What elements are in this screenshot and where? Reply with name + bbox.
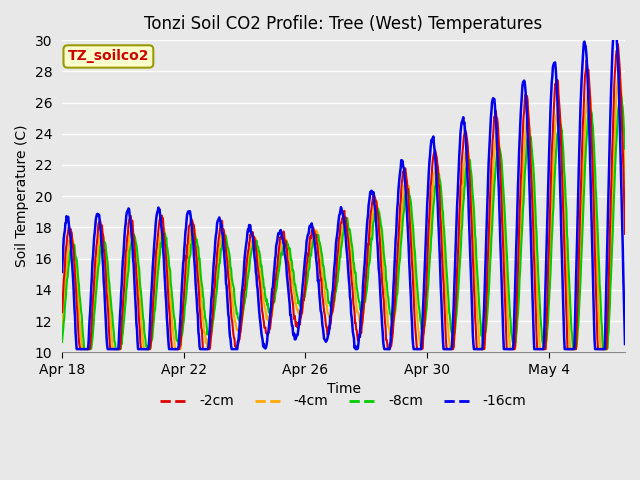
-2cm: [614, 41, 621, 47]
-8cm: [307, 252, 314, 257]
-8cm: [116, 346, 124, 352]
-16cm: [498, 277, 506, 283]
-16cm: [287, 312, 294, 318]
-8cm: [58, 339, 66, 345]
-4cm: [79, 346, 86, 352]
-4cm: [445, 337, 453, 343]
-16cm: [73, 346, 81, 352]
Text: TZ_soilco2: TZ_soilco2: [68, 49, 149, 63]
-4cm: [621, 180, 629, 186]
-2cm: [445, 346, 453, 352]
-4cm: [508, 346, 516, 352]
-8cm: [621, 146, 629, 152]
-8cm: [81, 346, 88, 352]
Line: -4cm: -4cm: [62, 75, 625, 349]
Line: -2cm: -2cm: [62, 44, 625, 349]
-2cm: [508, 346, 516, 352]
-2cm: [498, 201, 506, 206]
-16cm: [58, 269, 66, 275]
Legend: -2cm, -4cm, -8cm, -16cm: -2cm, -4cm, -8cm, -16cm: [155, 389, 532, 414]
-2cm: [287, 277, 294, 283]
-16cm: [307, 223, 314, 229]
-2cm: [116, 346, 124, 352]
Line: -16cm: -16cm: [62, 32, 625, 349]
X-axis label: Time: Time: [326, 382, 360, 396]
Line: -8cm: -8cm: [62, 93, 625, 349]
-4cm: [116, 346, 124, 352]
-16cm: [116, 312, 124, 317]
-4cm: [287, 264, 294, 269]
-16cm: [621, 341, 629, 347]
-4cm: [498, 176, 506, 182]
-16cm: [611, 29, 618, 35]
-8cm: [445, 310, 453, 315]
-16cm: [508, 346, 516, 352]
Title: Tonzi Soil CO2 Profile: Tree (West) Temperatures: Tonzi Soil CO2 Profile: Tree (West) Temp…: [145, 15, 543, 33]
-4cm: [616, 72, 623, 78]
-2cm: [621, 231, 629, 237]
-16cm: [445, 346, 453, 352]
-2cm: [307, 233, 314, 239]
-8cm: [508, 332, 516, 338]
-8cm: [616, 90, 624, 96]
-4cm: [58, 324, 66, 330]
Y-axis label: Soil Temperature (C): Soil Temperature (C): [15, 125, 29, 267]
-4cm: [307, 242, 314, 248]
-2cm: [76, 346, 84, 352]
-8cm: [287, 249, 294, 255]
-8cm: [498, 158, 506, 164]
-2cm: [58, 309, 66, 315]
